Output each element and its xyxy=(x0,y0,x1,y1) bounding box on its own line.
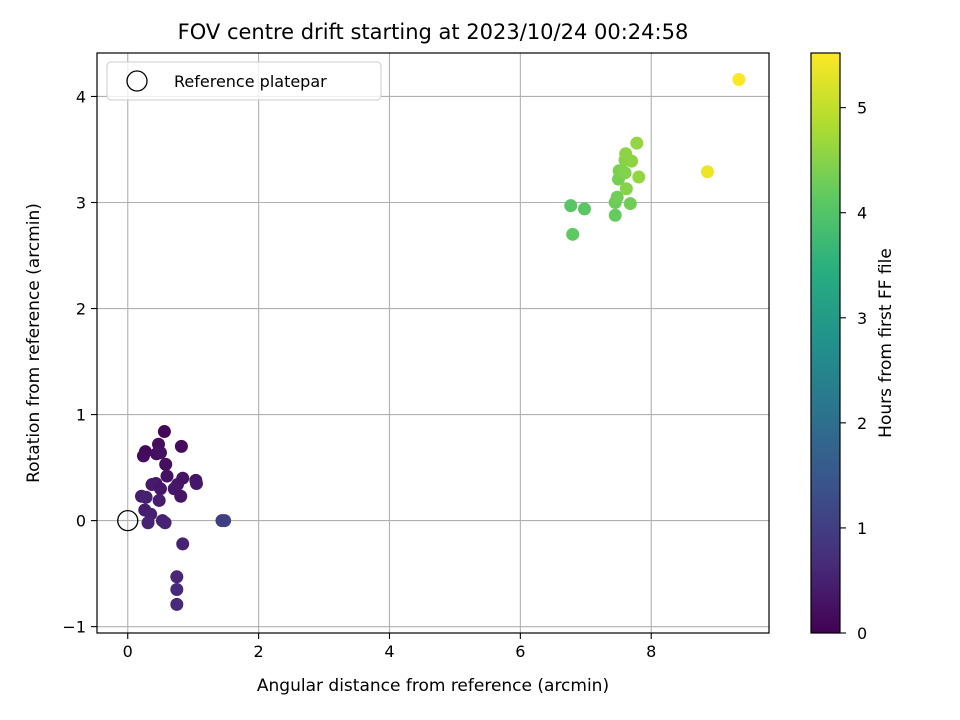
y-tick-label-2: 1 xyxy=(76,406,86,425)
data-point-0-4 xyxy=(136,449,150,463)
y-axis-label: Rotation from reference (arcmin) xyxy=(24,203,44,483)
data-point-0-11 xyxy=(189,476,203,490)
x-axis-ticks: 0 2 4 6 8 xyxy=(123,633,656,661)
colorbar: 0 1 2 3 4 5 Hours from first FF file xyxy=(810,52,896,643)
data-point-0-14 xyxy=(174,489,188,503)
x-tick-label-3: 6 xyxy=(515,642,525,661)
plot-area-frame xyxy=(96,52,770,634)
colorbar-tick-label-4: 4 xyxy=(857,204,867,223)
data-point-0-7 xyxy=(159,457,173,471)
data-point-0-20 xyxy=(139,490,153,504)
chart-title: FOV centre drift starting at 2023/10/24 … xyxy=(178,20,689,44)
scatter-points xyxy=(117,73,746,611)
data-point-0-25 xyxy=(158,516,172,530)
data-point-0-49 xyxy=(732,73,746,87)
y-tick-label-0: −1 xyxy=(62,618,86,637)
data-point-0-33 xyxy=(577,202,591,216)
data-point-0-27 xyxy=(170,570,184,584)
data-point-0-28 xyxy=(170,583,184,597)
data-point-0-1 xyxy=(174,439,188,453)
data-point-0-17 xyxy=(153,482,167,496)
y-axis-ticks: −1 0 1 2 3 4 xyxy=(62,87,97,637)
x-tick-label-0: 0 xyxy=(123,642,133,661)
legend-marker-reference-platepar xyxy=(126,70,148,92)
data-point-0-26 xyxy=(176,537,190,551)
x-tick-label-2: 4 xyxy=(384,642,394,661)
data-point-0-23 xyxy=(141,516,155,530)
colorbar-tick-label-1: 1 xyxy=(857,519,867,538)
data-point-0-8 xyxy=(160,469,174,483)
x-axis-label: Angular distance from reference (arcmin) xyxy=(257,676,609,696)
legend-label-reference-platepar: Reference platepar xyxy=(174,72,327,91)
x-tick-label-1: 2 xyxy=(254,642,264,661)
data-point-0-31 xyxy=(218,514,232,528)
data-point-0-37 xyxy=(610,190,624,204)
data-point-0-32 xyxy=(564,199,578,213)
x-tick-label-4: 8 xyxy=(646,642,656,661)
data-point-0-47 xyxy=(632,170,646,184)
data-point-0-18 xyxy=(152,493,166,507)
data-point-0-38 xyxy=(623,197,637,211)
colorbar-tick-label-2: 2 xyxy=(857,414,867,433)
data-point-0-6 xyxy=(153,446,167,460)
y-tick-label-3: 2 xyxy=(76,300,86,319)
colorbar-label: Hours from first FF file xyxy=(876,248,896,438)
y-tick-label-4: 3 xyxy=(76,194,86,213)
colorbar-gradient xyxy=(810,52,841,634)
data-point-0-0 xyxy=(157,425,171,439)
data-point-0-45 xyxy=(619,147,633,161)
data-point-0-41 xyxy=(618,166,632,180)
data-point-0-46 xyxy=(630,136,644,150)
data-point-0-34 xyxy=(566,227,580,241)
colorbar-ticks: 0 1 2 3 4 5 xyxy=(840,99,867,643)
colorbar-tick-label-5: 5 xyxy=(857,99,867,118)
colorbar-tick-label-0: 0 xyxy=(857,624,867,643)
data-point-0-29 xyxy=(170,597,184,611)
data-point-0-42 xyxy=(619,182,633,196)
data-point-0-35 xyxy=(608,208,622,222)
data-point-0-48 xyxy=(700,165,714,179)
reference-platepar-marker xyxy=(117,509,139,532)
grid-lines xyxy=(97,53,769,633)
colorbar-tick-label-3: 3 xyxy=(857,309,867,328)
legend: Reference platepar xyxy=(106,61,382,101)
y-tick-label-1: 0 xyxy=(76,512,86,531)
legend-box xyxy=(106,61,382,101)
y-tick-label-5: 4 xyxy=(76,87,86,106)
